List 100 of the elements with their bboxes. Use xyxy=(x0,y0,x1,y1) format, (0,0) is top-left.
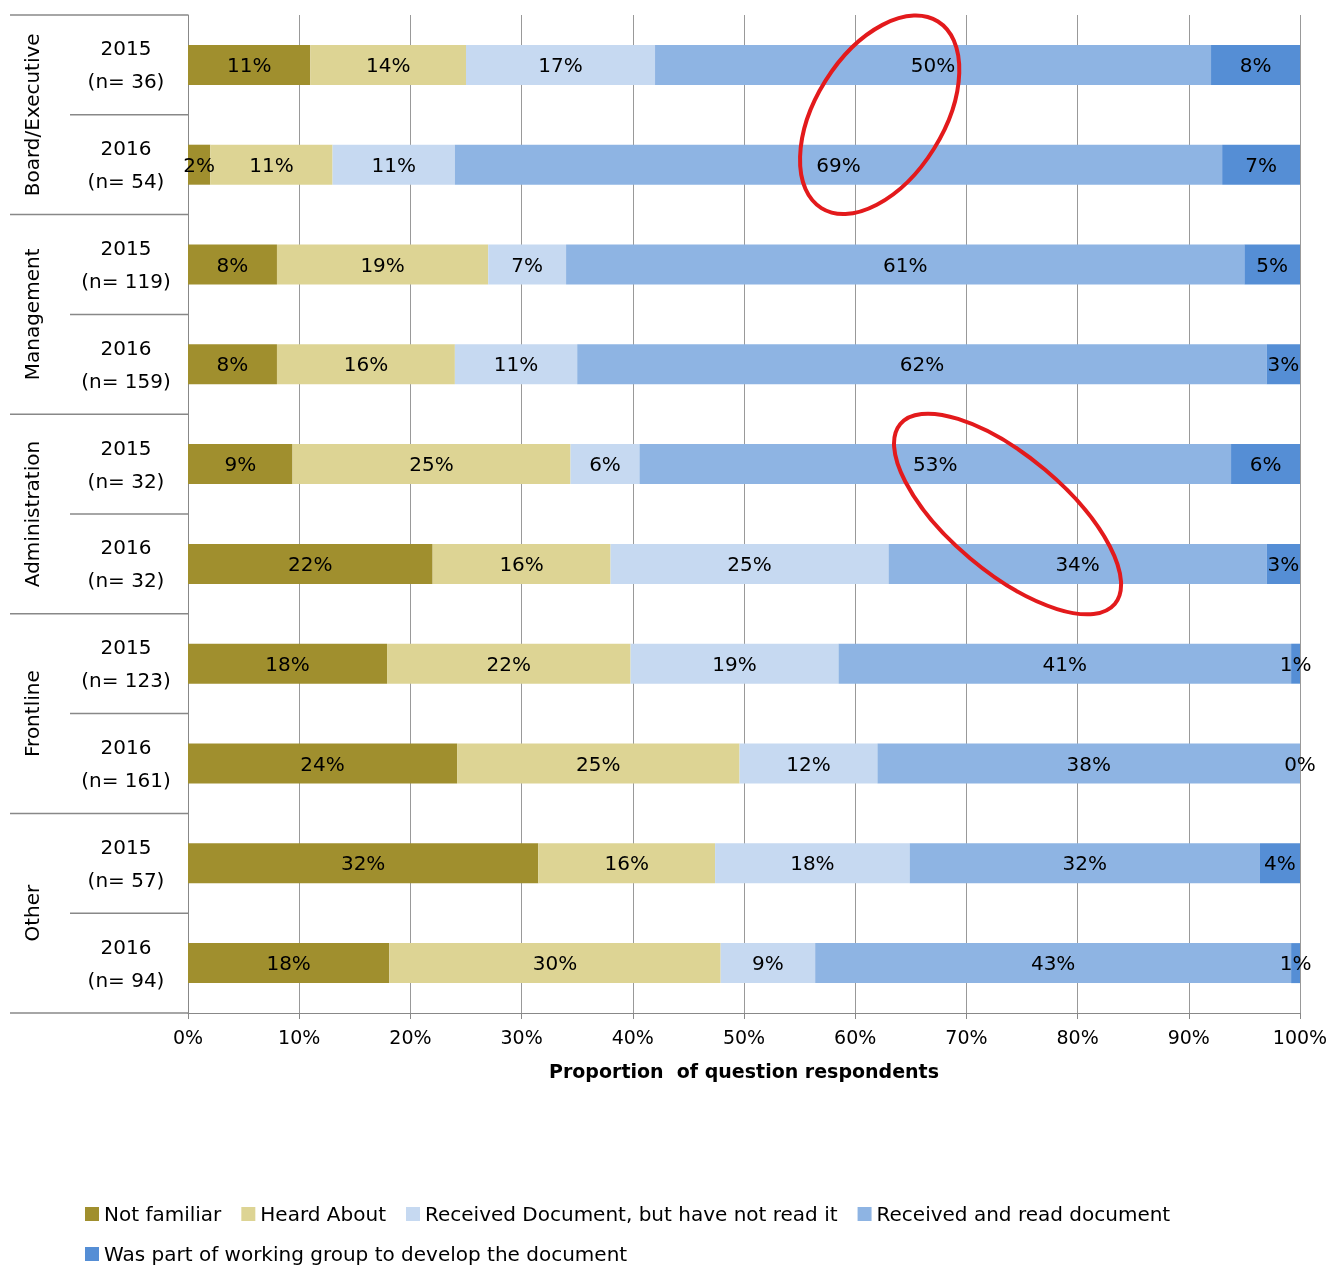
data-label: 8% xyxy=(1239,52,1272,77)
bar xyxy=(276,344,455,385)
bar xyxy=(188,843,539,884)
data-label: 7% xyxy=(511,252,544,277)
text: Management xyxy=(20,248,44,381)
data-label: 22% xyxy=(486,651,532,676)
x-tick-label: 10% xyxy=(278,1025,321,1048)
bar xyxy=(566,244,1245,285)
bar xyxy=(739,743,878,784)
x-tick-label: 80% xyxy=(1056,1025,1099,1048)
data-label: 11% xyxy=(493,352,539,377)
text: Board/Executive xyxy=(20,33,44,197)
data-label: 32% xyxy=(340,851,386,876)
data-label: 1% xyxy=(1279,951,1312,976)
data-label: 16% xyxy=(604,851,649,876)
bar xyxy=(188,543,433,584)
y-tick-label: 2016 (n= 159) xyxy=(81,335,171,393)
y-tick-label: 2016 (n= 161) xyxy=(81,735,171,792)
data-label: 18% xyxy=(265,651,310,676)
bar xyxy=(888,543,1267,584)
bar xyxy=(577,344,1267,385)
bar xyxy=(276,244,489,285)
data-label: 11% xyxy=(226,52,272,77)
legend-label: Heard About xyxy=(260,1202,387,1226)
data-label: 11% xyxy=(249,152,294,177)
x-tick-label: 70% xyxy=(945,1025,988,1048)
bar xyxy=(1244,244,1300,285)
x-tick-label: 20% xyxy=(389,1025,432,1048)
bar xyxy=(1211,44,1300,85)
data-label: 9% xyxy=(752,951,784,976)
bar xyxy=(457,743,740,784)
bar xyxy=(655,44,1212,85)
data-label: 24% xyxy=(300,751,345,776)
x-tick-label: 90% xyxy=(1167,1025,1210,1048)
text: Other xyxy=(20,884,44,942)
bar xyxy=(466,44,656,85)
data-label: 22% xyxy=(288,551,333,576)
data-label: 9% xyxy=(224,452,257,477)
bar xyxy=(715,843,910,884)
bar xyxy=(292,444,571,485)
bar xyxy=(188,743,458,784)
bar xyxy=(188,444,293,485)
bar xyxy=(639,444,1232,485)
data-label: 17% xyxy=(538,52,583,77)
data-label: 41% xyxy=(1042,651,1088,676)
bar xyxy=(909,843,1260,884)
bar xyxy=(188,44,311,85)
text: Frontline xyxy=(20,670,44,757)
bar xyxy=(387,643,631,684)
bar xyxy=(488,244,567,285)
x-tick-label: 50% xyxy=(722,1025,766,1048)
data-label: 61% xyxy=(883,252,928,277)
legend-label: Received Document, but have not read it xyxy=(424,1202,838,1226)
data-label: 7% xyxy=(1245,152,1277,177)
x-axis-title: Proportion of question respondents xyxy=(549,1059,939,1082)
x-tick-label: 60% xyxy=(834,1025,877,1048)
bar xyxy=(610,543,889,584)
data-label: 19% xyxy=(712,651,757,676)
text: Administration xyxy=(20,440,44,588)
bar xyxy=(1231,444,1300,485)
bar xyxy=(188,244,277,285)
x-tick-label: 30% xyxy=(500,1025,543,1048)
data-label: 12% xyxy=(786,751,831,776)
data-label: 4% xyxy=(1264,851,1296,876)
y-tick-label: 2016 (n= 54) xyxy=(87,136,165,194)
data-label: 30% xyxy=(532,951,578,976)
data-label: 25% xyxy=(727,551,772,576)
y-tick-label: 2015 (n= 123) xyxy=(81,635,171,693)
bar xyxy=(310,44,466,85)
data-label: 8% xyxy=(216,252,249,277)
data-label: 19% xyxy=(360,252,405,277)
data-label: 25% xyxy=(576,751,621,776)
bar xyxy=(188,344,277,385)
bar xyxy=(720,943,816,984)
data-label: 34% xyxy=(1055,551,1100,576)
x-tick-label: 100% xyxy=(1272,1025,1328,1048)
data-label: 3% xyxy=(1267,551,1300,576)
data-label: 38% xyxy=(1066,751,1111,776)
bar xyxy=(570,444,640,485)
data-label: 11% xyxy=(371,152,416,177)
bar xyxy=(332,144,455,185)
bar xyxy=(454,344,578,385)
data-label: 18% xyxy=(790,851,835,876)
bar xyxy=(188,643,388,684)
y-tick-label: 2016 (n= 32) xyxy=(87,535,165,593)
data-label: 1% xyxy=(1279,651,1312,676)
data-label: 50% xyxy=(910,52,956,77)
bar xyxy=(389,943,721,984)
y-tick-label: 2015 (n= 119) xyxy=(81,236,171,293)
data-label: 16% xyxy=(343,352,389,377)
y-tick-label: 2015 (n= 57) xyxy=(87,834,165,892)
bar xyxy=(188,943,390,984)
bar xyxy=(1222,144,1300,185)
data-label: 43% xyxy=(1030,951,1076,976)
data-label: 3% xyxy=(1267,352,1300,377)
bar xyxy=(454,144,1223,185)
data-label: 18% xyxy=(266,951,311,976)
y-tick-label: 2015 (n= 32) xyxy=(87,435,165,493)
data-label: 6% xyxy=(1249,452,1282,477)
data-label: 69% xyxy=(816,152,861,177)
